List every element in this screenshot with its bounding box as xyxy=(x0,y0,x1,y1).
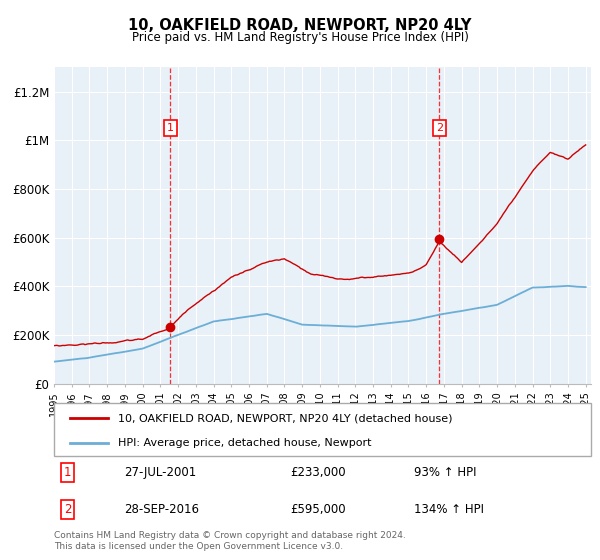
Text: £233,000: £233,000 xyxy=(290,465,346,479)
Text: 1: 1 xyxy=(167,123,174,133)
Text: Contains HM Land Registry data © Crown copyright and database right 2024.: Contains HM Land Registry data © Crown c… xyxy=(54,531,406,540)
Text: 134% ↑ HPI: 134% ↑ HPI xyxy=(414,503,484,516)
Text: This data is licensed under the Open Government Licence v3.0.: This data is licensed under the Open Gov… xyxy=(54,542,343,551)
Text: Price paid vs. HM Land Registry's House Price Index (HPI): Price paid vs. HM Land Registry's House … xyxy=(131,31,469,44)
Text: 1: 1 xyxy=(64,465,71,479)
Text: 2: 2 xyxy=(64,503,71,516)
FancyBboxPatch shape xyxy=(54,403,591,456)
Text: 28-SEP-2016: 28-SEP-2016 xyxy=(124,503,199,516)
Text: 10, OAKFIELD ROAD, NEWPORT, NP20 4LY: 10, OAKFIELD ROAD, NEWPORT, NP20 4LY xyxy=(128,18,472,34)
Text: 27-JUL-2001: 27-JUL-2001 xyxy=(124,465,196,479)
Text: 93% ↑ HPI: 93% ↑ HPI xyxy=(414,465,476,479)
Text: 2: 2 xyxy=(436,123,443,133)
Text: 10, OAKFIELD ROAD, NEWPORT, NP20 4LY (detached house): 10, OAKFIELD ROAD, NEWPORT, NP20 4LY (de… xyxy=(118,413,453,423)
Text: £595,000: £595,000 xyxy=(290,503,346,516)
Text: HPI: Average price, detached house, Newport: HPI: Average price, detached house, Newp… xyxy=(118,438,372,448)
